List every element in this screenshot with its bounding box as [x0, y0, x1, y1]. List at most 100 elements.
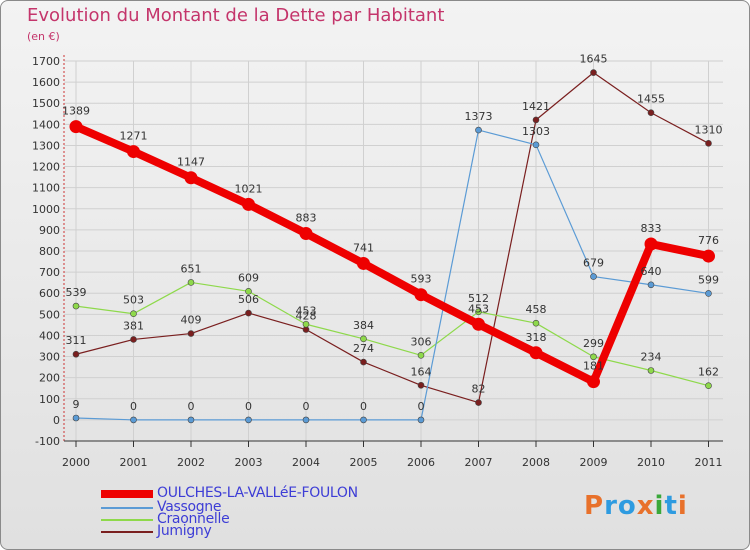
y-tick-label: 1200 [32, 161, 60, 174]
data-label-vassogne: 0 [245, 400, 252, 413]
y-tick-label: 1600 [32, 76, 60, 89]
data-label-craonnelle: 651 [181, 262, 202, 275]
data-point-oulches-la-vall-e-foulon [299, 226, 313, 240]
data-point-craonnelle [647, 367, 655, 374]
data-point-vassogne [302, 416, 310, 424]
data-label-jumigny: 506 [238, 293, 259, 306]
data-label-vassogne: 1373 [465, 110, 493, 123]
data-point-vassogne [245, 416, 252, 424]
data-point-jumigny [532, 116, 540, 124]
data-label-oulches-la-vall-e-foulon: 593 [411, 273, 432, 286]
legend-swatch-vassogne [101, 507, 153, 509]
series-line-vassogne [75, 129, 710, 421]
y-tick-label: 900 [39, 224, 60, 237]
legend-swatch-craonnelle [101, 519, 153, 521]
y-tick-label: 1000 [32, 203, 60, 216]
data-label-jumigny: 409 [181, 314, 202, 327]
y-tick-label: 1300 [32, 139, 60, 152]
data-label-craonnelle: 503 [123, 294, 144, 307]
data-label-craonnelle: 512 [468, 292, 489, 305]
data-point-oulches-la-vall-e-foulon [587, 375, 600, 389]
data-point-jumigny [130, 336, 137, 343]
data-label-oulches-la-vall-e-foulon: 833 [641, 222, 662, 235]
data-label-oulches-la-vall-e-foulon: 318 [526, 331, 547, 344]
logo-letter: o [617, 491, 637, 521]
chart-title: Evolution du Montant de la Dette par Hab… [27, 5, 445, 26]
data-label-jumigny: 82 [472, 383, 486, 396]
data-label-craonnelle: 299 [583, 337, 604, 350]
data-label-jumigny: 1310 [695, 123, 723, 136]
logo-letter: P [584, 491, 605, 521]
data-label-vassogne: 640 [641, 265, 662, 278]
data-point-jumigny [245, 309, 252, 317]
data-point-oulches-la-vall-e-foulon [472, 317, 485, 331]
y-tick-label: 700 [39, 266, 60, 279]
data-point-vassogne [72, 414, 80, 422]
data-point-oulches-la-vall-e-foulon [414, 288, 428, 302]
legend-swatch-oulches-la-vall-e-foulon [101, 489, 153, 498]
data-label-vassogne: 679 [583, 257, 604, 270]
x-tick-label: 2011 [695, 456, 723, 469]
data-point-oulches-la-vall-e-foulon [69, 120, 83, 134]
data-label-jumigny: 274 [353, 342, 374, 355]
data-point-craonnelle [590, 353, 597, 361]
y-tick-label: 0 [53, 414, 60, 427]
data-point-jumigny [72, 350, 80, 358]
data-point-craonnelle [705, 382, 712, 389]
data-label-vassogne: 0 [130, 400, 137, 413]
logo-letter: x [636, 491, 655, 521]
logo-letter: t [664, 491, 678, 521]
logo-letter: r [604, 491, 618, 521]
y-tick-label: 600 [39, 287, 60, 300]
data-point-vassogne [417, 416, 425, 424]
legend-swatch-jumigny [101, 531, 153, 533]
data-label-oulches-la-vall-e-foulon: 1021 [235, 182, 263, 195]
data-label-vassogne: 0 [418, 400, 425, 413]
data-label-oulches-la-vall-e-foulon: 883 [296, 211, 317, 224]
data-point-vassogne [647, 281, 655, 289]
proxiti-logo: Proxiti [584, 491, 688, 521]
data-label-vassogne: 0 [303, 400, 310, 413]
data-point-oulches-la-vall-e-foulon [127, 145, 140, 159]
y-tick-label: -100 [35, 435, 60, 448]
data-label-craonnelle: 306 [411, 335, 432, 348]
legend-label-craonnelle: Craonnelle [157, 511, 230, 527]
data-label-oulches-la-vall-e-foulon: 453 [468, 302, 489, 315]
x-tick-label: 2004 [292, 456, 320, 469]
data-label-vassogne: 0 [360, 400, 367, 413]
data-label-craonnelle: 453 [296, 304, 317, 317]
data-label-oulches-la-vall-e-foulon: 776 [698, 234, 719, 247]
data-label-oulches-la-vall-e-foulon: 1271 [120, 130, 148, 143]
data-point-jumigny [360, 358, 367, 366]
data-point-oulches-la-vall-e-foulon [702, 249, 715, 263]
y-tick-label: 1100 [32, 182, 60, 195]
logo-letter: i [677, 491, 688, 521]
x-tick-label: 2008 [522, 456, 550, 469]
data-point-vassogne [130, 416, 137, 424]
data-point-jumigny [187, 330, 195, 337]
x-tick-label: 2001 [120, 456, 148, 469]
y-tick-label: 100 [39, 393, 60, 406]
data-label-craonnelle: 609 [238, 271, 259, 284]
x-tick-label: 2000 [62, 456, 90, 469]
data-label-jumigny: 1455 [637, 93, 665, 106]
data-point-craonnelle [72, 302, 80, 310]
y-tick-label: 400 [39, 329, 60, 342]
x-tick-label: 2003 [235, 456, 263, 469]
data-point-craonnelle [130, 310, 137, 318]
y-tick-label: 300 [39, 351, 60, 364]
data-label-oulches-la-vall-e-foulon: 181 [583, 360, 604, 373]
data-point-oulches-la-vall-e-foulon [357, 256, 370, 270]
data-point-craonnelle [417, 351, 425, 359]
x-tick-label: 2009 [580, 456, 608, 469]
series-line-jumigny [75, 72, 710, 404]
data-point-jumigny [705, 140, 712, 147]
data-label-oulches-la-vall-e-foulon: 1147 [177, 156, 205, 169]
data-point-vassogne [532, 141, 540, 149]
data-point-oulches-la-vall-e-foulon [644, 237, 658, 251]
data-label-oulches-la-vall-e-foulon: 1389 [62, 105, 90, 118]
data-label-vassogne: 1303 [522, 125, 550, 138]
x-tick-label: 2005 [350, 456, 378, 469]
data-label-vassogne: 599 [698, 273, 719, 286]
